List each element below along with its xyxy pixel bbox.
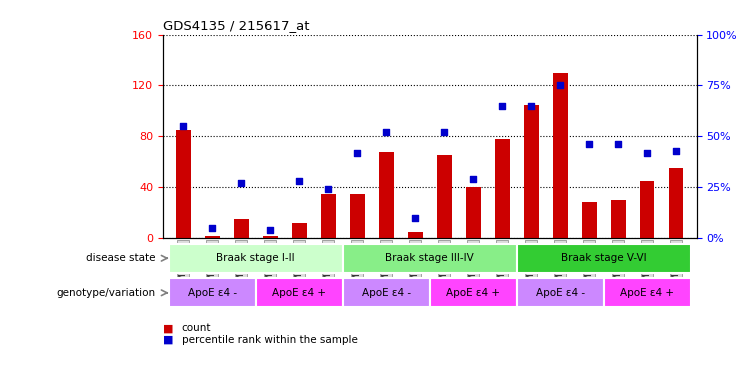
Text: ■: ■ xyxy=(163,323,177,333)
Bar xyxy=(437,156,451,238)
Point xyxy=(525,103,537,109)
FancyBboxPatch shape xyxy=(604,278,691,308)
Point xyxy=(322,186,334,192)
Point xyxy=(380,129,392,135)
Bar xyxy=(292,223,307,238)
Point xyxy=(236,180,247,186)
Text: percentile rank within the sample: percentile rank within the sample xyxy=(182,335,357,345)
Text: count: count xyxy=(182,323,211,333)
Bar xyxy=(234,219,248,238)
Bar xyxy=(321,194,336,238)
FancyBboxPatch shape xyxy=(516,243,691,273)
Point xyxy=(265,227,276,233)
FancyBboxPatch shape xyxy=(430,278,516,308)
Text: Braak stage I-II: Braak stage I-II xyxy=(216,253,295,263)
Point xyxy=(351,149,363,156)
FancyBboxPatch shape xyxy=(256,278,343,308)
FancyBboxPatch shape xyxy=(169,243,343,273)
Bar xyxy=(553,73,568,238)
Text: ApoE ε4 +: ApoE ε4 + xyxy=(272,288,326,298)
Point xyxy=(496,103,508,109)
Text: GDS4135 / 215617_at: GDS4135 / 215617_at xyxy=(163,19,310,32)
Point xyxy=(554,83,566,89)
Text: Braak stage V-VI: Braak stage V-VI xyxy=(561,253,647,263)
FancyBboxPatch shape xyxy=(343,243,516,273)
Bar xyxy=(495,139,510,238)
FancyBboxPatch shape xyxy=(169,278,256,308)
Text: ApoE ε4 -: ApoE ε4 - xyxy=(187,288,237,298)
Bar xyxy=(524,104,539,238)
Point xyxy=(671,147,682,154)
Text: ■: ■ xyxy=(163,335,177,345)
Bar xyxy=(205,235,219,238)
Point xyxy=(583,141,595,147)
Point xyxy=(177,123,189,129)
Bar xyxy=(466,187,480,238)
Bar xyxy=(176,130,190,238)
Point xyxy=(641,149,653,156)
Point xyxy=(612,141,624,147)
Point xyxy=(207,225,219,231)
Point xyxy=(468,176,479,182)
Text: disease state: disease state xyxy=(86,253,156,263)
Text: ApoE ε4 +: ApoE ε4 + xyxy=(446,288,500,298)
Bar xyxy=(408,232,422,238)
Text: ApoE ε4 -: ApoE ε4 - xyxy=(362,288,411,298)
Point xyxy=(439,129,451,135)
Bar xyxy=(669,168,683,238)
Bar xyxy=(640,181,654,238)
Bar xyxy=(582,202,597,238)
Text: genotype/variation: genotype/variation xyxy=(56,288,156,298)
FancyBboxPatch shape xyxy=(516,278,604,308)
Bar xyxy=(263,235,278,238)
Bar xyxy=(379,152,393,238)
Bar xyxy=(611,200,625,238)
Point xyxy=(293,178,305,184)
Bar xyxy=(350,194,365,238)
Text: ApoE ε4 -: ApoE ε4 - xyxy=(536,288,585,298)
Point xyxy=(409,215,421,221)
Text: ApoE ε4 +: ApoE ε4 + xyxy=(620,288,674,298)
FancyBboxPatch shape xyxy=(343,278,430,308)
Text: Braak stage III-IV: Braak stage III-IV xyxy=(385,253,474,263)
